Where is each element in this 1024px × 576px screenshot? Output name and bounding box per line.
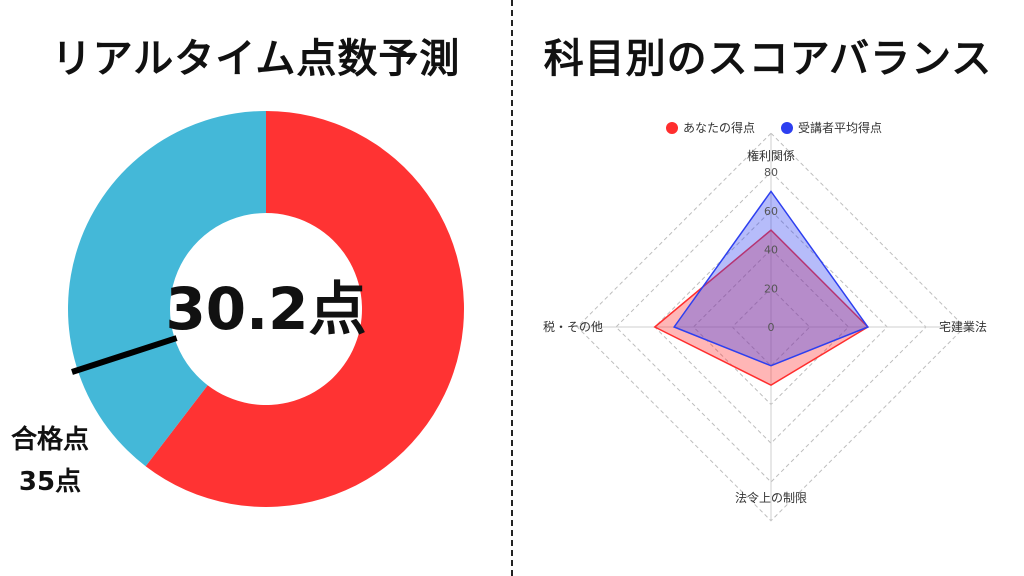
radar-legend: あなたの得点 受講者平均得点 xyxy=(666,120,882,135)
radar-tick-label: 60 xyxy=(764,205,778,218)
radar-tick-label: 0 xyxy=(768,321,775,334)
pass-mark-label-title: 合格点 xyxy=(11,424,89,455)
pass-mark-label-value: 35点 xyxy=(19,466,81,497)
legend-item-your-score-label: あなたの得点 xyxy=(683,120,755,135)
radar-axis-label-business-law: 宅建業法 xyxy=(939,319,987,334)
donut-slice-score xyxy=(145,111,464,507)
radar-tick-label: 20 xyxy=(764,282,778,295)
donut-slice-remaining xyxy=(67,111,267,467)
radar-series-average-score xyxy=(672,190,870,367)
legend-item-your-score-swatch xyxy=(666,122,678,134)
radar-tick-label: 80 xyxy=(764,166,778,179)
radar-grid-ring xyxy=(654,210,888,444)
radar-grid-ring xyxy=(731,287,811,367)
panel-divider xyxy=(511,0,513,576)
score-prediction-panel: リアルタイム点数予測 30.2点合格点 35点 xyxy=(11,36,464,507)
score-prediction-title: リアルタイム点数予測 xyxy=(51,36,461,82)
radar-series-your-score xyxy=(653,229,870,386)
subject-balance-panel: 科目別のスコアバランス 0 20 40 60 80 権利関係宅建業法法令上の制限 税・その他… xyxy=(512,0,1024,576)
radar-axis-label-restrictions: 法令上の制限 xyxy=(735,490,807,505)
score-center-label: 30.2点 xyxy=(165,275,366,343)
subject-balance-title: 科目別のスコアバランス xyxy=(543,36,993,82)
radar-axis-label-tax-other: 税・その他 xyxy=(543,320,603,334)
legend-item-average-score-swatch xyxy=(781,122,793,134)
radar-grid-ring xyxy=(615,171,927,483)
pass-mark-line xyxy=(71,335,178,375)
legend-item-average-score-label: 受講者平均得点 xyxy=(798,120,882,135)
radar-axis-label-rights: 権利関係 xyxy=(747,148,795,163)
radar-tick-label: 40 xyxy=(764,244,778,257)
